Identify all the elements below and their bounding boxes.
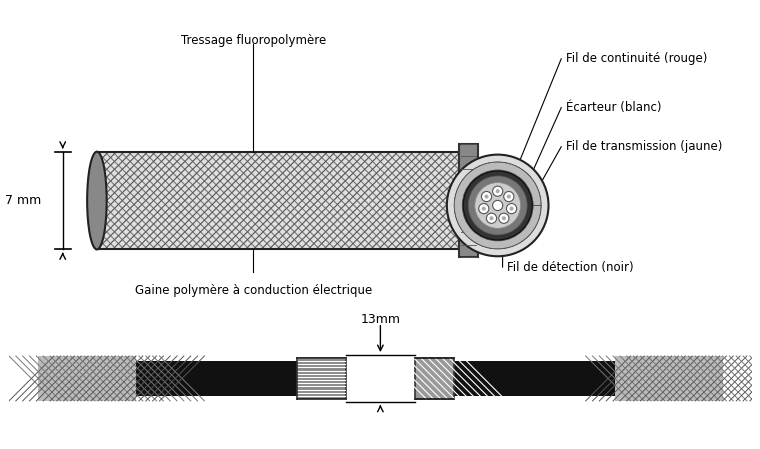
Wedge shape <box>526 217 539 232</box>
Wedge shape <box>454 162 541 249</box>
Wedge shape <box>480 163 495 173</box>
Polygon shape <box>615 356 723 401</box>
Text: Fil de transmission (jaune): Fil de transmission (jaune) <box>566 140 723 153</box>
Circle shape <box>447 154 549 256</box>
Circle shape <box>492 186 503 196</box>
Bar <box>449 361 693 396</box>
Wedge shape <box>460 222 473 237</box>
Circle shape <box>454 162 541 249</box>
Text: Gaine polymère à conduction électrique: Gaine polymère à conduction électrique <box>135 284 372 297</box>
Text: Fil de détection (noir): Fil de détection (noir) <box>508 260 634 273</box>
Wedge shape <box>455 185 467 200</box>
Circle shape <box>507 194 511 198</box>
Circle shape <box>475 183 521 228</box>
Text: 13mm: 13mm <box>360 313 401 326</box>
Wedge shape <box>468 232 483 245</box>
Bar <box>415 358 454 399</box>
Circle shape <box>502 216 506 220</box>
Circle shape <box>482 191 492 202</box>
Wedge shape <box>480 238 495 248</box>
Circle shape <box>485 194 489 198</box>
Circle shape <box>499 213 509 223</box>
Bar <box>297 358 346 399</box>
Wedge shape <box>506 235 521 247</box>
Circle shape <box>486 213 496 223</box>
Polygon shape <box>97 152 458 250</box>
Wedge shape <box>526 179 539 194</box>
Circle shape <box>482 207 486 211</box>
Text: Écarteur (blanc): Écarteur (blanc) <box>566 101 662 114</box>
Circle shape <box>509 207 514 211</box>
Wedge shape <box>506 163 521 176</box>
Wedge shape <box>494 240 508 249</box>
Wedge shape <box>468 166 483 179</box>
Bar <box>58 361 302 396</box>
Circle shape <box>496 189 500 193</box>
Text: 7 mm: 7 mm <box>5 194 41 207</box>
Circle shape <box>463 171 532 240</box>
Wedge shape <box>517 169 532 184</box>
Circle shape <box>504 191 514 202</box>
Text: Tressage fluoropolymère: Tressage fluoropolymère <box>181 35 326 48</box>
Text: Fil de continuité (rouge): Fil de continuité (rouge) <box>566 53 708 65</box>
Circle shape <box>479 203 489 214</box>
Polygon shape <box>38 356 136 401</box>
Wedge shape <box>455 211 467 226</box>
Circle shape <box>468 176 527 235</box>
Wedge shape <box>494 162 508 171</box>
Wedge shape <box>454 198 463 212</box>
Circle shape <box>489 216 493 220</box>
Polygon shape <box>458 144 478 257</box>
Wedge shape <box>517 227 532 242</box>
Wedge shape <box>531 206 541 220</box>
Circle shape <box>492 200 503 211</box>
Wedge shape <box>531 191 541 206</box>
Ellipse shape <box>87 152 106 250</box>
Circle shape <box>506 203 517 214</box>
Wedge shape <box>460 174 473 189</box>
